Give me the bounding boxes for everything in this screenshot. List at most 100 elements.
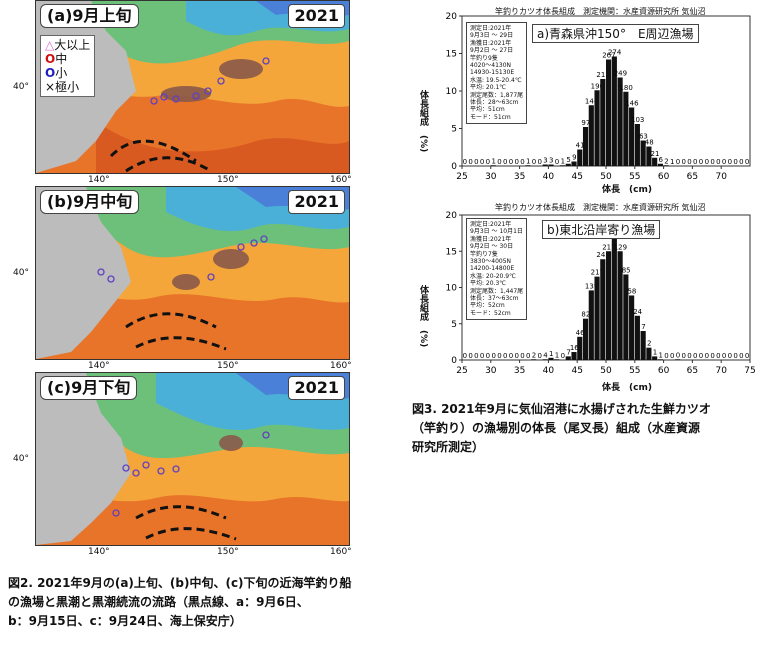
bar-count-label: 180 xyxy=(619,84,632,92)
bar-count-label: 0 xyxy=(722,352,726,360)
lon-label: 140° xyxy=(88,175,110,185)
info-line: 平均：51cm xyxy=(470,106,505,114)
y-tick-label: 10 xyxy=(446,284,458,294)
histogram-bar xyxy=(571,161,577,166)
y-tick-label: 15 xyxy=(446,50,457,60)
info-line: 測定日:2021年 xyxy=(470,25,512,32)
histogram-bar xyxy=(606,251,612,360)
bar-count-label: 0 xyxy=(561,352,565,360)
bar-count-label: 190 xyxy=(591,82,604,90)
bar-count-label: 0 xyxy=(497,352,501,360)
info-line: 3830～4005N xyxy=(470,258,512,266)
bar-count-label: 0 xyxy=(538,158,542,166)
bar-count-label: 0 xyxy=(532,158,536,166)
bar-count-label: 0 xyxy=(716,158,720,166)
info-line: モード：52cm xyxy=(470,309,511,317)
lon-label: 160° xyxy=(330,175,352,185)
lon-label: 140° xyxy=(88,361,110,371)
bar-count-label: 0 xyxy=(468,158,472,166)
bar-count-label: 1 xyxy=(549,350,553,358)
bar-count-label: 217 xyxy=(591,269,604,277)
lon-label: 150° xyxy=(217,547,239,557)
bar-count-label: 24 xyxy=(633,308,642,316)
map-year: 2021 xyxy=(288,4,345,28)
bar-count-label: 0 xyxy=(491,352,495,360)
histogram-bar xyxy=(548,357,554,360)
bar-count-label: 0 xyxy=(733,158,737,166)
x-tick-label: 70 xyxy=(715,172,727,182)
bar-count-label: 21 xyxy=(650,150,659,158)
bar-count-label: 0 xyxy=(503,158,507,166)
histogram-a: 竿釣りカツオ体長組成 測定機関：水産資源研究所 気仙沼 体長組成 (%) 体長 … xyxy=(400,0,777,200)
bar-count-label: 0 xyxy=(728,352,732,360)
x-tick-label: 40 xyxy=(543,366,555,376)
bar-count-label: 0 xyxy=(722,158,726,166)
info-box: 測定日:2021年 9月3日 ～ 29日 漁獲日:2021年 9月2日 ～ 27日 竿釣… xyxy=(466,22,528,125)
lon-label: 160° xyxy=(330,547,352,557)
bar-count-label: 0 xyxy=(676,158,680,166)
y-tick-label: 20 xyxy=(446,211,458,221)
x-tick-label: 65 xyxy=(687,172,698,182)
info-line: 漁獲日:2021年 xyxy=(470,39,512,47)
bar-count-label: 0 xyxy=(705,158,709,166)
info-line: 9月3日 ～ 29日 xyxy=(470,32,514,40)
chart-subtitle: b)東北沿岸寄り漁場 xyxy=(542,220,661,239)
x-tick-label: 60 xyxy=(658,366,670,376)
map-title: (a)9月上旬 xyxy=(40,4,139,28)
bar-count-label: 0 xyxy=(710,158,714,166)
lon-label: 150° xyxy=(217,175,239,185)
bar-count-label: 82 xyxy=(581,311,590,319)
histogram-bar xyxy=(634,315,640,360)
histogram-bar xyxy=(577,149,583,166)
bar-count-label: 0 xyxy=(682,352,686,360)
info-line: 体長：28～63cm xyxy=(470,99,519,107)
lat-label: 40° xyxy=(13,268,29,278)
info-line: 平均: 20.1℃ xyxy=(470,84,507,92)
histogram-bar xyxy=(634,124,640,166)
bar-count-label: 0 xyxy=(497,158,501,166)
map-panel-b: (b)9月中旬 2021 40° 140° 150° 160° xyxy=(0,186,360,376)
histogram-bar xyxy=(582,318,589,360)
histogram-bar xyxy=(531,359,537,360)
bar-count-label: 0 xyxy=(463,352,467,360)
y-tick-label: 0 xyxy=(451,162,457,172)
bar-count-label: 1 xyxy=(526,157,530,165)
x-tick-label: 30 xyxy=(485,172,497,182)
bar-count-label: 1 xyxy=(658,351,662,359)
x-tick-label: 50 xyxy=(600,172,612,182)
bar-count-label: 2 xyxy=(647,340,651,348)
sst-map-b: (b)9月中旬 2021 xyxy=(35,186,350,360)
bar-count-label: 0 xyxy=(710,352,714,360)
info-line: 4020～4130N xyxy=(470,62,512,70)
sst-map-a: (a)9月上旬 2021 △大以上 O中 O小 ×極小 xyxy=(35,0,350,174)
histogram-bar xyxy=(525,165,531,166)
info-line: 9月3日 ～ 10月1日 xyxy=(470,228,523,236)
bar-count-label: 129 xyxy=(614,243,627,251)
histogram-bar xyxy=(675,359,681,360)
histogram-bar xyxy=(640,140,646,166)
bar-count-label: 217 xyxy=(602,243,615,251)
bar-count-label: 0 xyxy=(480,158,484,166)
lon-label: 150° xyxy=(217,361,239,371)
circle-icon: O xyxy=(45,52,56,66)
circle-icon: O xyxy=(45,66,56,80)
histogram-bar xyxy=(646,146,652,166)
x-tick-label: 25 xyxy=(456,366,467,376)
histogram-bar xyxy=(571,352,577,360)
info-line: 水温: 20-20.9℃ xyxy=(470,272,516,280)
bar-count-label: 0 xyxy=(474,158,478,166)
x-tick-label: 55 xyxy=(629,366,640,376)
x-tick-label: 35 xyxy=(514,366,525,376)
x-tick-label: 30 xyxy=(485,366,497,376)
lon-label: 160° xyxy=(330,361,352,371)
bar-count-label: 0 xyxy=(699,158,703,166)
info-line: 水温: 19.5-20.4℃ xyxy=(470,76,522,84)
legend-label: 中 xyxy=(55,52,68,66)
bar-count-label: 1 xyxy=(561,157,565,165)
x-tick-label: 40 xyxy=(543,172,555,182)
bar-count-label: 0 xyxy=(693,158,697,166)
histogram-bar xyxy=(623,274,629,360)
bar-count-label: 5 xyxy=(566,156,570,164)
map-title: (b)9月中旬 xyxy=(40,190,140,214)
bar-count-label: 0 xyxy=(664,352,668,360)
